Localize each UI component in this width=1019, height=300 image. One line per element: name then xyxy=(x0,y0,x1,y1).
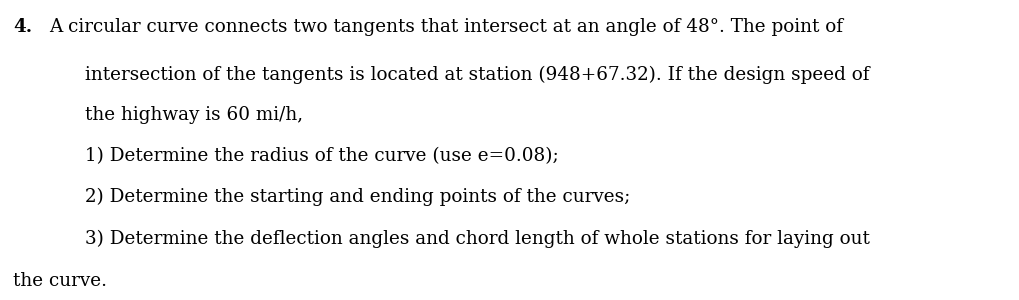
Text: 1) Determine the radius of the curve (use e=0.08);: 1) Determine the radius of the curve (us… xyxy=(85,147,558,165)
Text: 2) Determine the starting and ending points of the curves;: 2) Determine the starting and ending poi… xyxy=(85,188,630,206)
Text: intersection of the tangents is located at station (948+67.32). If the design sp: intersection of the tangents is located … xyxy=(85,66,869,84)
Text: the highway is 60 mi/h,: the highway is 60 mi/h, xyxy=(85,106,303,124)
Text: A circular curve connects two tangents that intersect at an angle of 48°. The po: A circular curve connects two tangents t… xyxy=(49,18,843,36)
Text: 4.: 4. xyxy=(13,18,33,36)
Text: 3) Determine the deflection angles and chord length of whole stations for laying: 3) Determine the deflection angles and c… xyxy=(85,230,869,248)
Text: the curve.: the curve. xyxy=(13,272,107,290)
